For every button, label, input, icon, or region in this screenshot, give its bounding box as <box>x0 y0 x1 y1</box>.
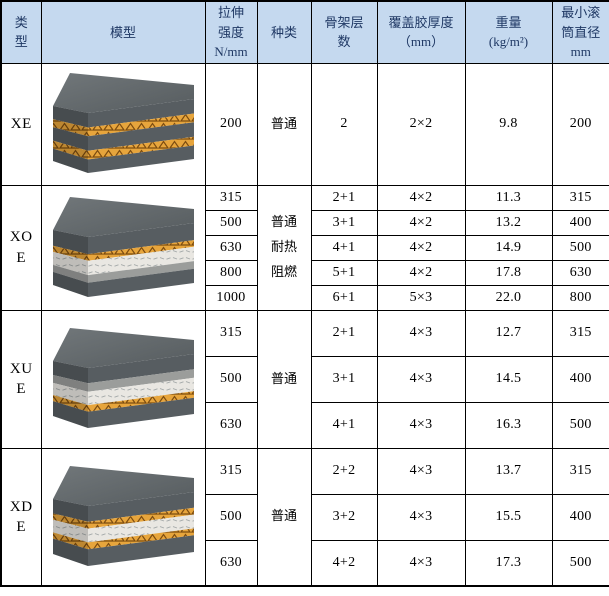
cover-value: 5×3 <box>376 284 466 311</box>
strength-value: 630 <box>204 539 258 587</box>
cover-value: 4×3 <box>376 355 466 403</box>
cover-value: 4×2 <box>376 184 466 211</box>
table-row: 500 3+1 4×2 13.2 400 <box>1 209 609 236</box>
header-row: 类 型 模型 拉伸 强度 N/mm 种类 骨架层 数 覆盖胶厚度 （mm） <box>0 0 609 64</box>
weight-value: 15.5 <box>464 493 553 541</box>
type-cell-xde: XD E <box>0 447 42 587</box>
strength-value: 500 <box>204 209 258 236</box>
layers-value: 5+1 <box>310 259 378 286</box>
strength-value: 1000 <box>204 284 258 311</box>
layers-value: 2+2 <box>310 447 378 495</box>
table-row: XU E <box>0 309 609 449</box>
weight-value: 17.3 <box>464 539 553 587</box>
col-header-cover: 覆盖胶厚度 （mm） <box>376 0 466 64</box>
drum-value: 400 <box>551 493 609 541</box>
strength-value: 315 <box>204 184 258 211</box>
cover-value: 2×2 <box>376 62 466 186</box>
weight-value: 11.3 <box>464 184 553 211</box>
drum-value: 500 <box>551 401 609 449</box>
drum-value: 315 <box>551 447 609 495</box>
layers-value: 3+1 <box>310 355 378 403</box>
table-row: XO E <box>0 184 609 311</box>
model-cell-xue <box>40 309 206 449</box>
table-row: 1000 6+1 5×3 22.0 800 <box>1 284 609 311</box>
strength-value: 800 <box>204 259 258 286</box>
weight-value: 16.3 <box>464 401 553 449</box>
cover-value: 4×3 <box>376 447 466 495</box>
belt-image-xe <box>42 68 204 180</box>
drum-value: 200 <box>551 62 609 186</box>
drum-value: 315 <box>551 184 609 211</box>
weight-value: 22.0 <box>464 284 553 311</box>
layers-value: 3+1 <box>310 209 378 236</box>
strength-value: 500 <box>204 493 258 541</box>
col-header-kind: 种类 <box>256 0 312 64</box>
cover-value: 4×3 <box>376 493 466 541</box>
layers-value: 4+2 <box>310 539 378 587</box>
layers-value: 4+1 <box>310 234 378 261</box>
drum-value: 500 <box>551 539 609 587</box>
strength-value: 630 <box>204 234 258 261</box>
weight-value: 9.8 <box>464 62 553 186</box>
cover-value: 4×2 <box>376 234 466 261</box>
cover-value: 4×3 <box>376 309 466 357</box>
type-cell-xe: XE <box>0 62 42 186</box>
drum-value: 315 <box>551 309 609 357</box>
weight-value: 14.5 <box>464 355 553 403</box>
kind-cell-xoe: 普通 耐热 阻燃 <box>256 184 312 311</box>
drum-value: 400 <box>551 209 609 236</box>
model-cell-xe <box>40 62 206 186</box>
col-header-layers: 骨架层 数 <box>310 0 378 64</box>
kind-cell-xde: 普通 <box>256 447 312 587</box>
cover-value: 4×3 <box>376 401 466 449</box>
layers-value: 2+1 <box>310 309 378 357</box>
model-cell-xoe <box>40 184 206 311</box>
model-cell-xde <box>40 447 206 587</box>
col-header-weight: 重量 (kg/m²) <box>464 0 553 64</box>
weight-value: 12.7 <box>464 309 553 357</box>
kind-cell-xue: 普通 <box>256 309 312 449</box>
drum-value: 400 <box>551 355 609 403</box>
table-row: 500 3+2 4×3 15.5 400 <box>1 493 609 541</box>
col-header-model: 模型 <box>40 0 206 64</box>
layers-value: 3+2 <box>310 493 378 541</box>
belt-image-xde <box>42 461 204 573</box>
type-cell-xoe: XO E <box>0 184 42 311</box>
cover-value: 4×3 <box>376 539 466 587</box>
col-header-strength: 拉伸 强度 N/mm <box>204 0 258 64</box>
strength-value: 200 <box>204 62 258 186</box>
strength-value: 315 <box>204 309 258 357</box>
cover-value: 4×2 <box>376 259 466 286</box>
weight-value: 13.7 <box>464 447 553 495</box>
drum-value: 800 <box>551 284 609 311</box>
belt-image-xoe <box>42 192 204 304</box>
strength-value: 500 <box>204 355 258 403</box>
weight-value: 17.8 <box>464 259 553 286</box>
strength-value: 315 <box>204 447 258 495</box>
layers-value: 6+1 <box>310 284 378 311</box>
cover-value: 4×2 <box>376 209 466 236</box>
strength-value: 630 <box>204 401 258 449</box>
type-cell-xue: XU E <box>0 309 42 449</box>
table-row: 630 4+1 4×2 14.9 500 <box>1 234 609 261</box>
col-header-type: 类 型 <box>0 0 42 64</box>
weight-value: 14.9 <box>464 234 553 261</box>
drum-value: 630 <box>551 259 609 286</box>
table-row: 630 4+2 4×3 17.3 500 <box>1 539 609 587</box>
weight-value: 13.2 <box>464 209 553 236</box>
kind-cell-xe: 普通 <box>256 62 312 186</box>
layers-value: 2+1 <box>310 184 378 211</box>
table-row: XE 200 <box>0 62 609 186</box>
layers-value: 4+1 <box>310 401 378 449</box>
col-header-drum: 最小滚 筒直径 mm <box>551 0 609 64</box>
layers-value: 2 <box>310 62 378 186</box>
drum-value: 500 <box>551 234 609 261</box>
belt-image-xue <box>42 323 204 435</box>
table-row: XD E <box>0 447 609 587</box>
